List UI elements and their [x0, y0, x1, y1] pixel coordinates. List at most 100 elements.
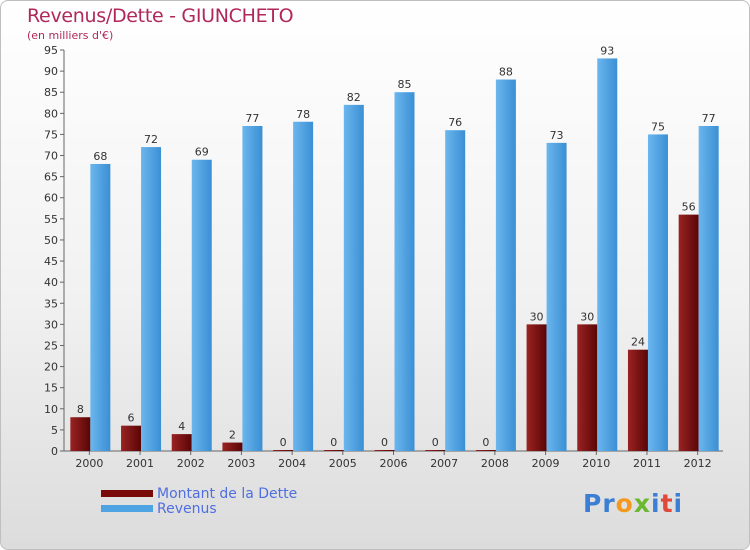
revenus-value-label: 75: [651, 120, 665, 133]
x-tick-label: 2012: [684, 457, 712, 470]
revenus-value-label: 78: [296, 108, 310, 121]
revenus-bar: [495, 79, 516, 452]
y-tick-label: 0: [51, 445, 58, 458]
debt-bar: [323, 450, 344, 451]
legend-label-dette: Montant de la Dette: [157, 485, 298, 502]
x-tick-label: 2002: [177, 457, 205, 470]
debt-bar: [526, 324, 547, 451]
revenus-value-label: 69: [195, 146, 209, 159]
revenus-bar: [597, 58, 618, 451]
y-tick-label: 95: [44, 44, 58, 57]
revenus-value-label: 82: [347, 91, 361, 104]
logo-letter: o: [615, 489, 634, 518]
revenus-bar: [698, 125, 719, 452]
x-tick-label: 2003: [227, 457, 255, 470]
y-tick-label: 85: [44, 86, 58, 99]
x-tick-label: 2009: [532, 457, 560, 470]
revenus-bar: [90, 163, 111, 451]
debt-bar: [475, 450, 496, 451]
revenus-bar: [394, 92, 415, 452]
logo-letter: i: [673, 489, 684, 518]
y-tick-label: 5: [51, 424, 58, 437]
revenus-bar: [242, 125, 263, 452]
proxiti-logo: Proxiti: [583, 489, 683, 518]
debt-value-label: 0: [381, 436, 388, 449]
logo-letter: x: [633, 489, 651, 518]
y-tick-label: 55: [44, 213, 58, 226]
revenus-bar: [141, 147, 162, 451]
revenus-bar: [445, 130, 466, 451]
y-tick-label: 15: [44, 382, 58, 395]
legend-swatch-revenus: [101, 505, 153, 512]
y-tick-label: 70: [44, 150, 58, 163]
debt-bar: [273, 450, 294, 451]
y-tick-label: 60: [44, 192, 58, 205]
debt-bar: [121, 425, 142, 451]
revenus-value-label: 73: [550, 129, 564, 142]
debt-bar: [627, 349, 648, 451]
chart-title: Revenus/Dette - GIUNCHETO: [27, 5, 294, 27]
x-tick-label: 2005: [329, 457, 357, 470]
debt-bar: [425, 450, 446, 451]
revenus-value-label: 77: [245, 112, 259, 125]
debt-bar: [577, 324, 598, 451]
revenus-bar: [546, 142, 567, 451]
y-tick-label: 10: [44, 403, 58, 416]
logo-letter: t: [660, 489, 674, 518]
x-tick-label: 2004: [278, 457, 306, 470]
debt-bar: [70, 417, 91, 451]
legend-item-revenus: Revenus: [101, 500, 297, 517]
legend-label-revenus: Revenus: [157, 500, 217, 517]
logo-letter: r: [602, 489, 616, 518]
revenus-value-label: 93: [600, 44, 614, 57]
revenus-value-label: 85: [398, 78, 412, 91]
x-tick-label: 2006: [380, 457, 408, 470]
debt-value-label: 56: [682, 201, 696, 214]
x-tick-label: 2008: [481, 457, 509, 470]
y-tick-label: 40: [44, 276, 58, 289]
revenus-value-label: 68: [93, 150, 107, 163]
x-tick-label: 2011: [633, 457, 661, 470]
y-tick-label: 30: [44, 318, 58, 331]
y-tick-label: 80: [44, 107, 58, 120]
debt-value-label: 0: [432, 436, 439, 449]
revenus-bar: [647, 134, 668, 451]
legend-item-dette: Montant de la Dette: [101, 485, 298, 502]
y-tick-label: 25: [44, 339, 58, 352]
revenus-value-label: 77: [702, 112, 716, 125]
revenus-bar: [343, 104, 364, 451]
revenus-bar: [191, 159, 212, 451]
y-tick-label: 45: [44, 255, 58, 268]
debt-bar: [678, 214, 699, 451]
x-tick-label: 2010: [582, 457, 610, 470]
revenus-bar: [293, 121, 314, 451]
y-tick-label: 75: [44, 128, 58, 141]
debt-value-label: 4: [178, 420, 185, 433]
logo-letter: i: [651, 489, 661, 518]
debt-value-label: 30: [580, 310, 594, 323]
y-tick-label: 50: [44, 234, 58, 247]
debt-value-label: 24: [631, 336, 645, 349]
debt-bar: [374, 450, 395, 451]
chart-subtitle: (en milliers d'€): [27, 29, 114, 42]
revenus-value-label: 72: [144, 133, 158, 146]
debt-value-label: 6: [128, 412, 135, 425]
revenus-value-label: 88: [499, 66, 513, 79]
x-tick-label: 2007: [430, 457, 458, 470]
debt-value-label: 8: [77, 403, 84, 416]
y-tick-label: 90: [44, 65, 58, 78]
debt-value-label: 0: [482, 436, 489, 449]
debt-value-label: 0: [280, 436, 287, 449]
debt-value-label: 30: [530, 310, 544, 323]
y-tick-label: 65: [44, 171, 58, 184]
y-tick-label: 20: [44, 361, 58, 374]
debt-value-label: 2: [229, 429, 236, 442]
x-tick-label: 2001: [126, 457, 154, 470]
logo-letter: P: [583, 489, 603, 518]
revenus-value-label: 76: [448, 116, 462, 129]
debt-value-label: 0: [330, 436, 337, 449]
debt-bar: [171, 434, 192, 451]
legend: Montant de la Dette Revenus: [101, 485, 298, 517]
